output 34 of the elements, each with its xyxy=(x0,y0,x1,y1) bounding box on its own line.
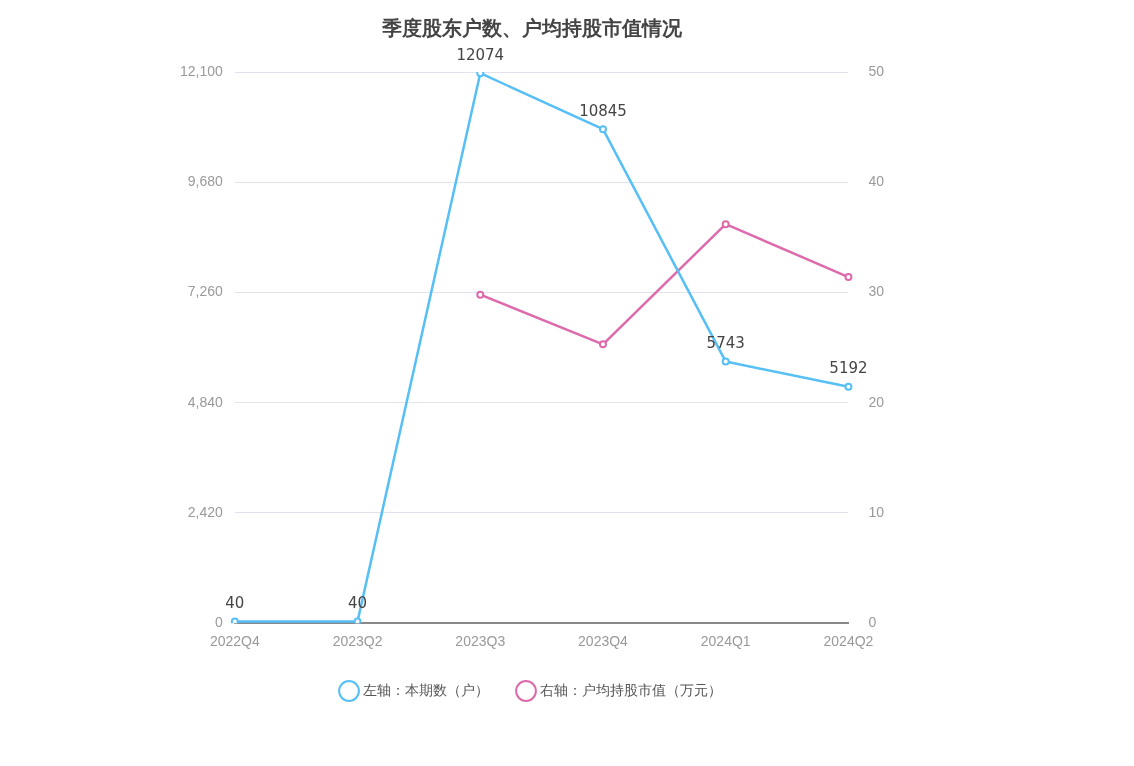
y2-tick-label: 10 xyxy=(868,503,885,520)
y-tick-label: 2,420 xyxy=(187,503,224,520)
y2-tick-label: 30 xyxy=(868,283,885,300)
point xyxy=(353,617,362,624)
point xyxy=(598,125,607,134)
y2-tick-label: 0 xyxy=(868,614,877,631)
point xyxy=(721,357,730,366)
y2-tick-label: 40 xyxy=(868,173,885,190)
data-label: 12074 xyxy=(456,45,505,64)
data-label: 5192 xyxy=(829,359,868,378)
data-label: 40 xyxy=(225,593,245,612)
y-tick-label: 0 xyxy=(215,614,224,631)
y-tick-label: 12,100 xyxy=(179,62,224,79)
x-tick-label: 2022Q4 xyxy=(209,633,260,650)
x-tick-label: 2023Q4 xyxy=(578,633,629,650)
point xyxy=(476,290,485,299)
y2-tick-label: 50 xyxy=(868,62,885,79)
legend-label: 右轴：户均持股市值（万元） xyxy=(540,681,722,698)
x-tick-label: 2023Q3 xyxy=(455,633,506,650)
x-tick-label: 2023Q2 xyxy=(332,633,383,650)
point xyxy=(844,382,853,391)
data-label: 10845 xyxy=(579,101,627,120)
chart-title: 季度股东户数、户均持股市值情况 xyxy=(381,16,683,41)
point xyxy=(598,340,607,349)
point xyxy=(230,617,239,624)
point xyxy=(721,220,730,229)
point xyxy=(844,273,853,282)
x-tick-label: 2024Q1 xyxy=(700,633,751,650)
y-tick-label: 4,840 xyxy=(187,393,224,410)
y-tick-label: 9,680 xyxy=(187,173,224,190)
x-tick-label: 2024Q2 xyxy=(823,633,874,650)
legend-label: 左轴：本期数（户） xyxy=(363,681,489,698)
y-tick-label: 7,260 xyxy=(187,283,224,300)
y2-tick-label: 20 xyxy=(868,393,885,410)
